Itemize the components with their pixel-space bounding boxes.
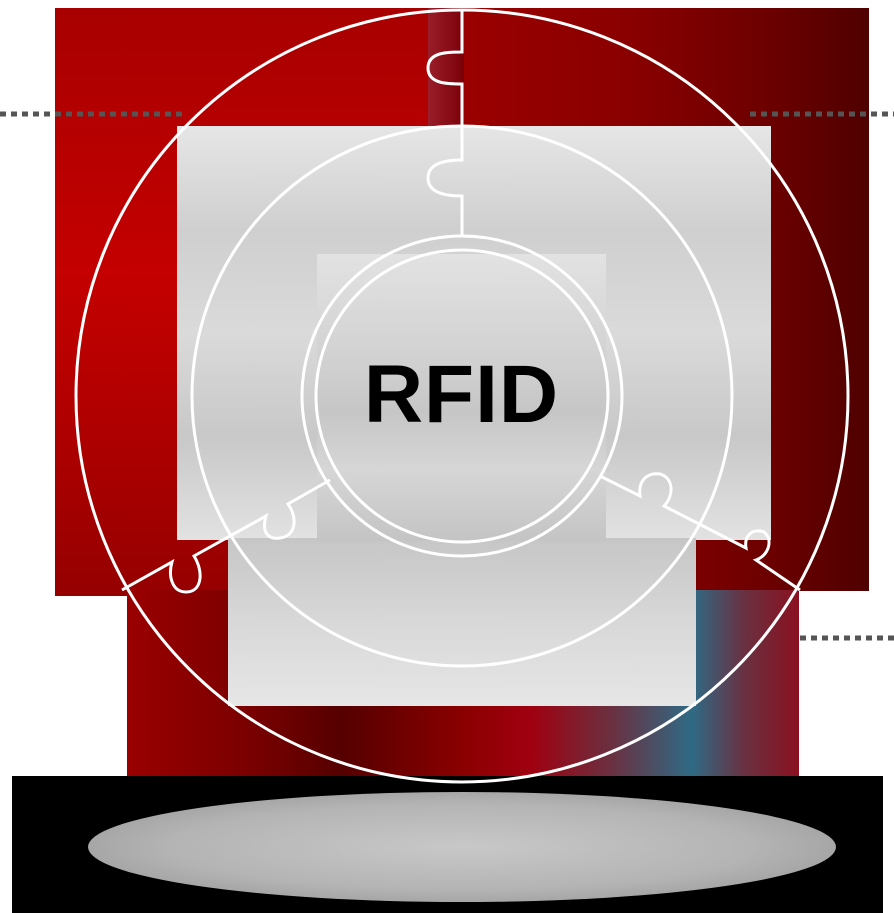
middle-ring-lower-panel (228, 538, 696, 706)
outer-segment-joint-strip (428, 8, 464, 126)
divider-lower-right (599, 472, 801, 592)
divider-lower-left (121, 478, 331, 594)
center-panel (317, 254, 606, 541)
center-ring (314, 248, 610, 544)
floor-shadow (88, 792, 836, 902)
center-label: RFID (363, 349, 560, 440)
divider-top (426, 10, 464, 236)
